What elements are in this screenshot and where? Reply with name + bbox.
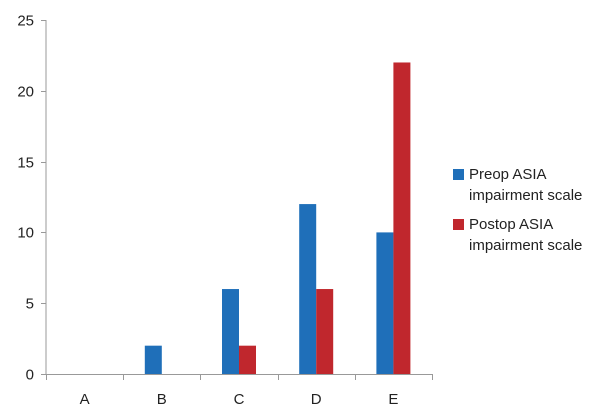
x-category-label: C [234,391,245,408]
bar-preop-c [222,289,239,374]
y-tick-label: 0 [26,367,34,384]
legend-item-preop: Preop ASIA impairment scale [453,164,588,206]
x-category-label: B [157,391,167,408]
bar-postop-e [393,62,411,374]
bars [144,62,411,374]
bar-postop-c [239,345,256,374]
bar-preop-e [376,232,394,374]
x-category-label: A [80,391,90,408]
bar-preop-b [144,345,162,374]
y-tick-label: 25 [17,13,34,30]
legend-label-preop: Preop ASIA impairment scale [469,166,583,204]
y-axis: 0 5 10 15 20 25 [17,13,47,384]
y-tick-label: 5 [26,296,34,313]
y-tick-label: 15 [17,155,34,172]
y-tick-label: 10 [17,225,34,242]
legend: Preop ASIA impairment scale Postop ASIA … [453,164,588,264]
x-axis: A B C D E [46,374,433,408]
bar-postop-d [316,289,334,374]
x-category-label: D [311,391,322,408]
legend-label-postop: Postop ASIA impairment scale [469,216,583,254]
bar-preop-d [299,204,317,374]
x-category-label: E [388,391,398,408]
y-tick-label: 20 [17,84,34,101]
legend-swatch-preop [453,169,464,180]
legend-item-postop: Postop ASIA impairment scale [453,214,588,256]
legend-swatch-postop [453,219,464,230]
